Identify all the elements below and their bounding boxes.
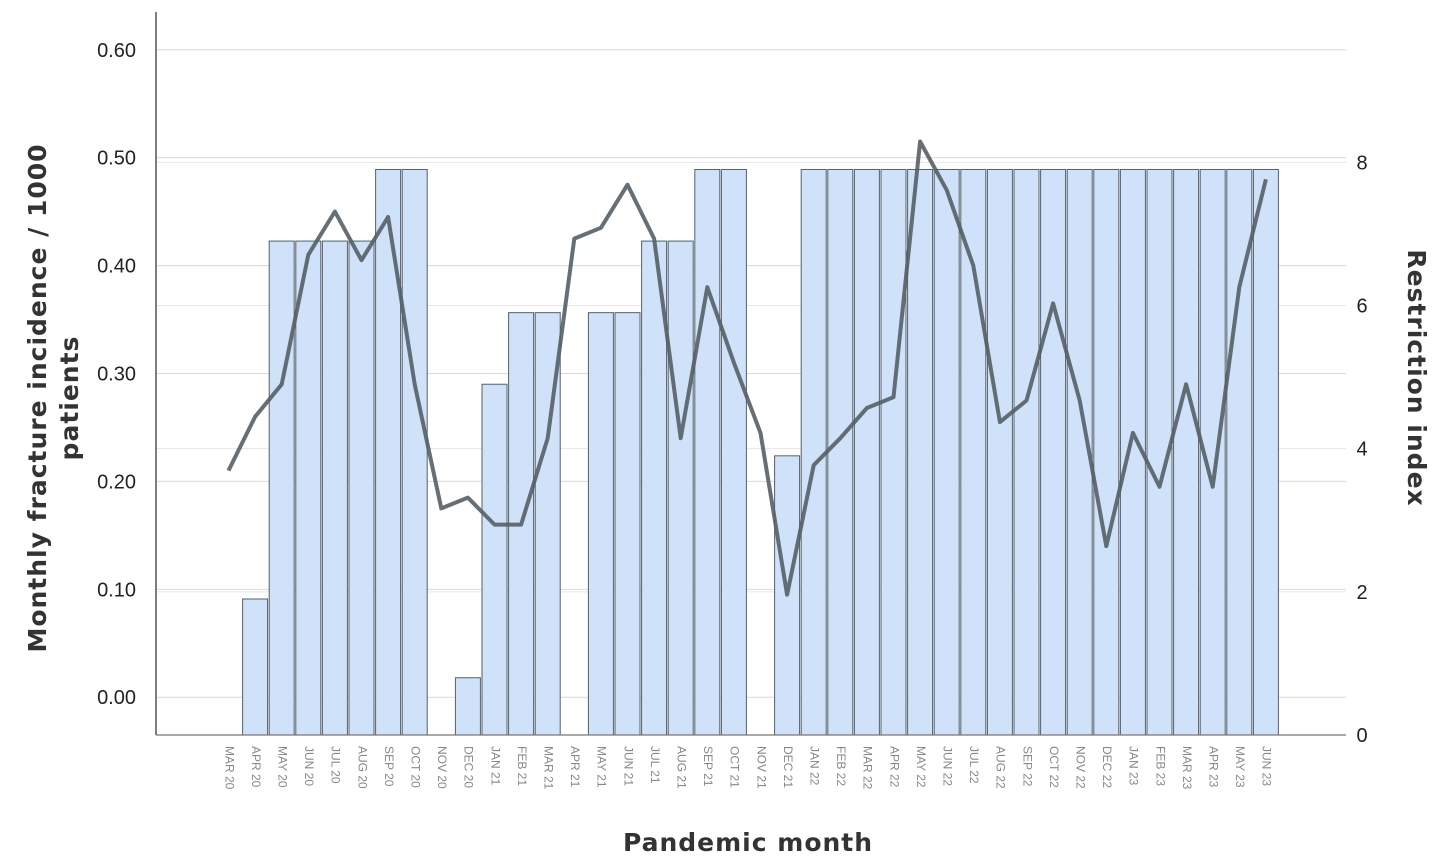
bar: [587, 312, 614, 736]
right-tick-label: 2: [1356, 582, 1367, 604]
x-tick-label: DEC 22: [1100, 746, 1114, 788]
x-tick-label: MAR 21: [542, 746, 556, 790]
x-axis-title: Pandemic month: [623, 828, 873, 857]
x-tick-label: NOV 21: [754, 746, 768, 789]
line-path: [226, 139, 1268, 597]
bar: [694, 168, 721, 736]
bar: [1173, 168, 1200, 736]
bar: [720, 168, 747, 736]
left-tick-label: 0.20: [97, 471, 136, 493]
bar: [1040, 168, 1067, 736]
bar: [986, 168, 1013, 736]
x-tick-label: FEB 21: [515, 746, 529, 786]
bar: [242, 598, 269, 736]
bar: [1013, 168, 1040, 736]
left-tick-label: 0.10: [97, 579, 136, 601]
left-tick-label: 0.50: [97, 148, 136, 170]
x-tick-label: NOV 22: [1074, 746, 1088, 789]
left-tick-label: 0.30: [97, 364, 136, 386]
bar: [614, 312, 641, 736]
x-tick-label: NOV 20: [435, 746, 449, 789]
x-tick-label: JUN 21: [621, 746, 635, 786]
bar: [268, 240, 295, 736]
bar: [933, 168, 960, 736]
x-tick-label: AUG 21: [675, 746, 689, 789]
x-tick-label: SEP 22: [1020, 746, 1034, 787]
right-axis-ticks: 0 2 4 6 8: [1356, 152, 1367, 747]
x-tick-label: JAN 22: [808, 746, 822, 786]
x-tick-label: MAY 22: [914, 746, 928, 788]
bar: [348, 240, 375, 736]
x-tick-label: APR 21: [568, 746, 582, 788]
bar: [321, 240, 348, 736]
bar: [1093, 168, 1120, 736]
bar: [641, 240, 668, 736]
bar: [295, 240, 322, 736]
bar: [454, 677, 481, 736]
x-tick-label: JUL 22: [967, 746, 981, 784]
x-tick-label: APR 23: [1207, 746, 1221, 788]
x-tick-label: FEB 23: [1153, 746, 1167, 786]
right-tick-label: 4: [1356, 439, 1367, 461]
line-series: [226, 139, 1268, 597]
x-tick-label: APR 22: [887, 746, 901, 788]
x-tick-label: SEP 21: [701, 746, 715, 787]
left-tick-label: 0.00: [97, 687, 136, 709]
x-tick-label: MAY 21: [595, 746, 609, 788]
x-tick-label: OCT 20: [409, 746, 423, 788]
bar: [481, 383, 508, 736]
left-tick-label: 0.40: [97, 256, 136, 278]
right-tick-label: 6: [1356, 295, 1367, 317]
x-tick-label: OCT 22: [1047, 746, 1061, 788]
x-tick-label: DEC 20: [462, 746, 476, 788]
x-tick-label: JUN 23: [1260, 746, 1274, 786]
bar: [1252, 168, 1279, 736]
right-tick-label: 8: [1356, 152, 1367, 174]
x-tick-label: DEC 21: [781, 746, 795, 788]
bar-series: [242, 168, 1279, 736]
x-tick-label: JUL 21: [648, 746, 662, 784]
left-axis-title-line-1: Monthly fracture incidence / 1000: [23, 143, 52, 652]
x-tick-label: MAY 20: [276, 746, 290, 788]
bar: [375, 168, 402, 736]
bar: [800, 168, 827, 736]
x-tick-label: MAR 20: [222, 746, 236, 790]
x-tick-label: JUL 20: [329, 746, 343, 784]
x-tick-label: AUG 22: [994, 746, 1008, 789]
x-tick-label: AUG 20: [355, 746, 369, 789]
left-axis-title: Monthly fracture incidence / 1000 patien…: [23, 143, 84, 652]
x-axis-ticks: MAR 20 APR 20 MAY 20 JUN 20 JUL 20 AUG 20 SEP …: [222, 746, 1273, 790]
left-axis-title-line-2: patients: [55, 336, 84, 461]
bar: [667, 240, 694, 736]
x-tick-label: OCT 21: [728, 746, 742, 788]
x-tick-label: SEP 20: [382, 746, 396, 787]
axes: [155, 12, 1346, 736]
bar: [1226, 168, 1253, 736]
x-tick-label: MAY 23: [1233, 746, 1247, 788]
bar: [960, 168, 987, 736]
x-tick-label: MAR 22: [861, 746, 875, 790]
x-tick-label: JUN 20: [302, 746, 316, 786]
bar: [880, 168, 907, 736]
bar: [853, 168, 880, 736]
left-axis-ticks: 0.00 0.10 0.20 0.30 0.40 0.50 0.60: [97, 40, 136, 709]
right-tick-label: 0: [1356, 725, 1367, 747]
x-tick-label: JAN 21: [488, 746, 502, 786]
bar: [907, 168, 934, 736]
x-tick-label: APR 20: [249, 746, 263, 788]
bar: [401, 168, 428, 736]
right-axis-title: Restriction index: [1402, 249, 1431, 506]
left-tick-label: 0.60: [97, 40, 136, 62]
x-tick-label: FEB 22: [834, 746, 848, 786]
x-tick-label: JUN 22: [941, 746, 955, 786]
x-tick-label: MAR 23: [1180, 746, 1194, 790]
x-tick-label: JAN 23: [1127, 746, 1141, 786]
bar: [827, 168, 854, 736]
